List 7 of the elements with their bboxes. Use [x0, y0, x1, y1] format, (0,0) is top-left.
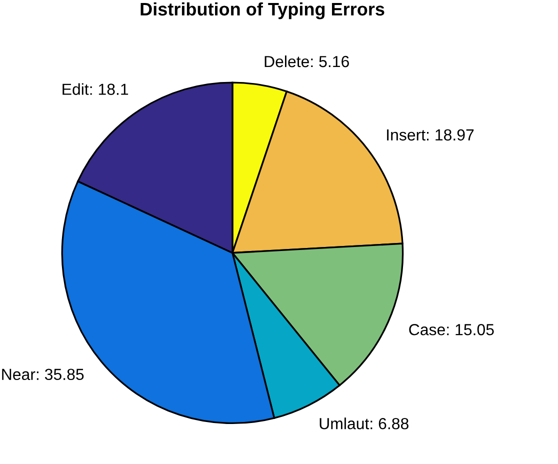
slice-label: Near: 35.85 — [2, 368, 84, 380]
slice-label: Umlaut: 6.88 — [320, 418, 408, 430]
slice-label: Edit: 18.1 — [62, 83, 128, 95]
slice-label: Insert: 18.97 — [387, 129, 474, 141]
slice-label: Case: 15.05 — [409, 324, 494, 336]
chart-title: Distribution of Typing Errors — [140, 2, 384, 20]
slice-label: Delete: 5.16 — [264, 55, 349, 68]
